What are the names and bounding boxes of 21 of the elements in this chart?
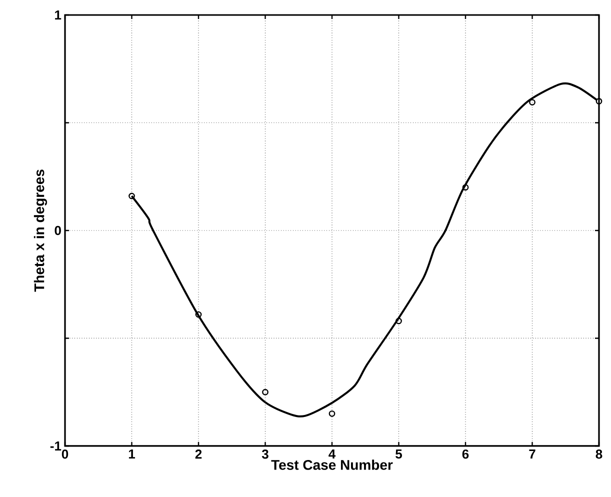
y-tick-label: 0 (54, 226, 61, 236)
x-tick-label: 6 (462, 450, 469, 459)
point (328, 410, 336, 417)
x-tick-label: 7 (529, 450, 536, 458)
x-tick-label: 5 (396, 450, 402, 459)
x-tick-label: 2 (195, 450, 202, 459)
point (396, 318, 402, 324)
point (596, 98, 602, 104)
x-tick-label: 3 (262, 450, 268, 459)
y-tick-label: -1 (50, 442, 62, 450)
x-axis-title: Test Case Number (271, 460, 393, 470)
x-tick-label: 8 (596, 450, 602, 459)
point (195, 311, 202, 318)
y-tick-label: 1 (55, 10, 62, 20)
point (462, 184, 469, 191)
y-axis-title: Theta x in degrees (34, 170, 48, 292)
x-tick-label: 0 (62, 450, 68, 459)
point (262, 388, 268, 396)
x-tick-label: 4 (328, 450, 336, 458)
point (529, 99, 536, 106)
x-tick-label: 1 (128, 450, 136, 458)
